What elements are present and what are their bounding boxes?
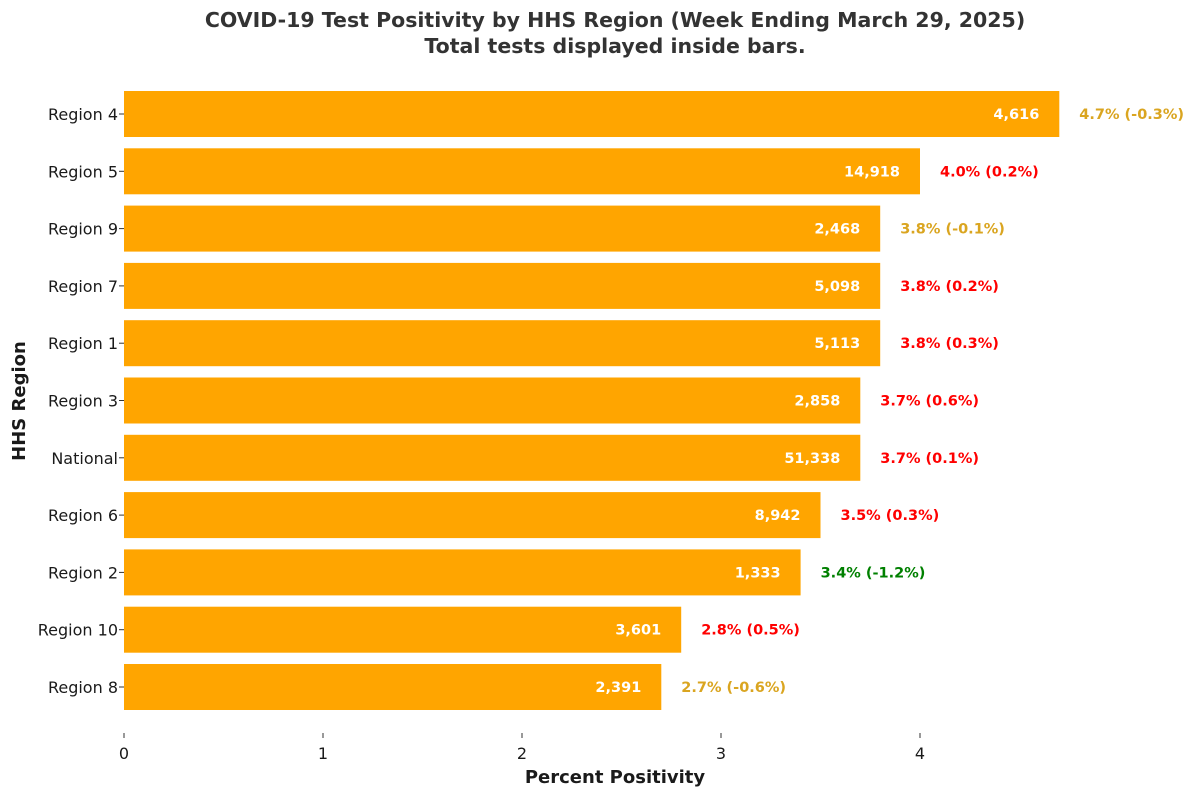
bar-total-tests-label: 2,391: [595, 680, 641, 696]
bar-positivity-change-label: 4.7% (-0.3%): [1079, 107, 1184, 123]
y-axis: Region 4 Region 5 Region 9 Region 7 Region 1…: [38, 105, 124, 697]
bar-total-tests-label: 5,113: [814, 336, 860, 352]
bar-region-4: [124, 91, 1060, 137]
x-axis-title: Percent Positivity: [525, 767, 706, 788]
bar-positivity-change-label: 2.7% (-0.6%): [681, 680, 786, 696]
chart-subtitle: Total tests displayed inside bars.: [424, 34, 805, 58]
y-tick-label: National: [51, 449, 118, 468]
y-tick-label: Region 7: [48, 277, 118, 296]
bar-total-tests-label: 4,616: [993, 107, 1039, 123]
bar-total-tests-label: 14,918: [844, 164, 900, 180]
bar-region-8: [124, 664, 662, 710]
bar-positivity-change-label: 3.5% (0.3%): [841, 508, 940, 524]
bar-positivity-change-label: 3.8% (-0.1%): [900, 222, 1005, 238]
x-axis: 0 1 2 3 4: [119, 733, 925, 763]
bar-positivity-change-label: 3.7% (0.1%): [880, 451, 979, 467]
bar-region-6: [124, 492, 821, 539]
x-tick-label: 1: [318, 744, 328, 763]
bar-positivity-change-label: 4.0% (0.2%): [940, 164, 1039, 180]
x-tick-label: 2: [517, 744, 527, 763]
bar-region-5: [124, 148, 920, 195]
bar-region-10: [124, 606, 682, 653]
x-tick-label: 3: [716, 744, 726, 763]
bar-region-1: [124, 320, 881, 367]
bar-positivity-change-label: 3.4% (-1.2%): [821, 565, 926, 581]
bar-total-tests-label: 2,858: [794, 394, 840, 410]
bar-total-tests-label: 5,098: [814, 279, 860, 295]
bar-national: [124, 434, 861, 481]
bar-total-tests-label: 51,338: [784, 451, 840, 467]
y-tick-label: Region 10: [38, 621, 118, 640]
bar-region-9: [124, 205, 881, 252]
y-tick-label: Region 6: [48, 506, 118, 525]
y-tick-label: Region 5: [48, 162, 118, 181]
bar-positivity-change-label: 3.7% (0.6%): [880, 394, 979, 410]
y-tick-label: Region 2: [48, 563, 118, 582]
x-tick-label: 4: [915, 744, 925, 763]
y-tick-label: Region 9: [48, 220, 118, 239]
bar-positivity-change-label: 3.8% (0.2%): [900, 279, 999, 295]
bar-region-7: [124, 262, 881, 309]
y-tick-label: Region 4: [48, 105, 118, 124]
bar-total-tests-label: 1,333: [735, 565, 781, 581]
bar-total-tests-label: 2,468: [814, 222, 860, 238]
bar-positivity-change-label: 3.8% (0.3%): [900, 336, 999, 352]
bar-total-tests-label: 3,601: [615, 623, 661, 639]
bar-positivity-change-label: 2.8% (0.5%): [701, 623, 800, 639]
chart-title: COVID-19 Test Positivity by HHS Region (…: [205, 8, 1025, 32]
y-tick-label: Region 8: [48, 678, 118, 697]
y-tick-label: Region 3: [48, 392, 118, 411]
bars-group: 4,616 4.7% (-0.3%) 14,918 4.0% (0.2%) 2,468 3…: [124, 91, 1184, 710]
y-tick-label: Region 1: [48, 334, 118, 353]
bar-region-3: [124, 377, 861, 424]
y-axis-title: HHS Region: [9, 341, 30, 461]
bar-total-tests-label: 8,942: [755, 508, 801, 524]
x-tick-label: 0: [119, 744, 129, 763]
bar-region-2: [124, 549, 801, 596]
